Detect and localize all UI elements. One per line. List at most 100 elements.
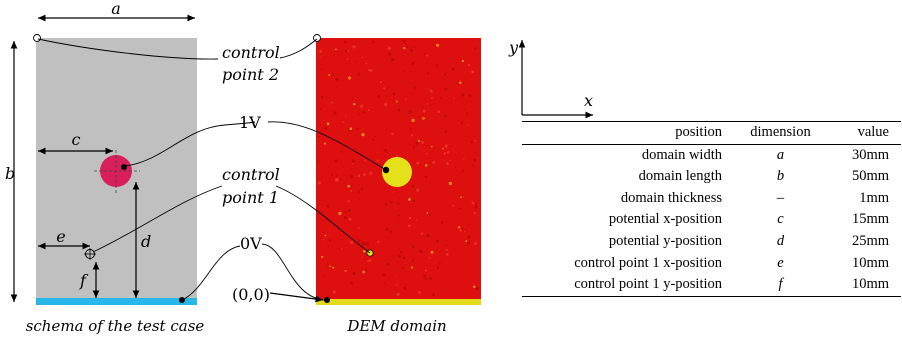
dem-particle	[471, 200, 473, 202]
schema-bottom-electrode	[36, 298, 197, 305]
dem-domain	[313, 34, 481, 305]
dem-particle	[385, 149, 387, 151]
dem-particle	[324, 234, 327, 237]
dem-particle	[338, 211, 342, 215]
dem-particle	[471, 164, 475, 167]
control-point-2-text-2: point 2	[222, 65, 279, 84]
dem-particle	[347, 200, 350, 203]
origin-label: (0,0)	[232, 285, 270, 304]
dem-particle	[331, 101, 334, 104]
control-point-1-text-1: control	[222, 165, 280, 184]
dem-particle	[385, 227, 389, 231]
dem-particle	[369, 171, 373, 175]
dem-particle	[328, 239, 331, 242]
dem-particle	[402, 46, 406, 50]
dem-particle	[395, 274, 397, 277]
table-row: domain thickness – 1mm	[522, 188, 901, 210]
dem-particle	[317, 181, 321, 185]
dem-particle	[422, 117, 425, 120]
dem-particle	[412, 260, 415, 262]
table-cell-value: 10mm	[851, 276, 889, 293]
dem-particle	[440, 115, 442, 117]
table-row: potential y-position d 25mm	[522, 231, 901, 253]
dem-particle	[320, 68, 323, 71]
control-point-2-marker-schema	[33, 34, 41, 42]
dem-particle	[357, 174, 361, 178]
dem-particle	[473, 242, 477, 246]
dem-particle	[326, 204, 330, 208]
dem-particle	[344, 216, 348, 220]
dem-particle	[397, 202, 400, 205]
dem-particle	[417, 290, 421, 294]
dem-particle	[379, 81, 382, 84]
dem-particle	[317, 135, 320, 138]
dem-particle	[377, 95, 381, 99]
dem-particle	[347, 49, 349, 52]
table-row: control point 1 x-position e 10mm	[522, 253, 901, 275]
dem-particle	[382, 273, 386, 277]
dem-particle	[323, 239, 325, 241]
control-point-2-line-schema	[37, 38, 219, 60]
dem-particle	[387, 46, 391, 50]
dem-particle	[416, 161, 420, 165]
dem-particle	[444, 130, 448, 133]
table-cell-value: 15mm	[851, 211, 889, 228]
dem-particle	[342, 120, 345, 123]
dem-particle	[318, 49, 323, 53]
dem-particle	[340, 150, 343, 153]
dem-particle	[468, 94, 472, 98]
dem-particle	[347, 209, 351, 213]
dem-particle	[391, 132, 394, 136]
dem-particle	[397, 222, 400, 225]
dem-particle	[396, 292, 400, 297]
table-row: control point 1 y-position f 10mm	[522, 274, 901, 297]
table-header-dimension: dimension	[750, 124, 811, 140]
potential-center-dot	[121, 164, 127, 170]
dem-particle	[407, 224, 411, 228]
dem-particle	[389, 230, 392, 234]
dem-particle	[432, 160, 436, 164]
dem-particle	[349, 127, 353, 131]
dem-particle	[443, 152, 447, 155]
dem-particle	[424, 52, 427, 55]
dimension-c-label: c	[72, 130, 81, 149]
dem-particle	[467, 63, 471, 67]
dem-particle	[413, 86, 416, 89]
control-point-2-line-dem	[279, 38, 318, 59]
dem-particle	[441, 47, 443, 49]
dem-particle	[335, 77, 339, 82]
dem-particle	[363, 249, 366, 253]
dem-particle	[405, 98, 407, 100]
dem-particle	[461, 227, 464, 230]
table-header-position: position	[675, 124, 722, 140]
table-cell-value: 1mm	[859, 189, 889, 206]
dem-particle	[356, 127, 359, 130]
table-cell-value: 25mm	[851, 232, 889, 249]
dem-particle	[474, 202, 478, 205]
table-cell-dimension: f	[778, 276, 783, 293]
dem-particle	[459, 81, 462, 84]
dem-particle	[426, 212, 429, 214]
dem-particle	[420, 232, 424, 235]
dem-particle	[460, 121, 463, 125]
dem-particle	[395, 100, 398, 103]
table-header-value: value	[857, 124, 889, 140]
dem-particle	[412, 245, 415, 249]
x-axis-label: x	[584, 91, 593, 110]
dem-particle	[459, 207, 462, 210]
dem-particle	[346, 58, 349, 61]
dem-particle	[426, 103, 429, 105]
dem-particle	[383, 87, 386, 90]
dem-particle	[321, 96, 324, 99]
dem-particle	[364, 159, 366, 161]
dem-particle	[431, 97, 433, 100]
table-cell-position: potential y-position	[608, 232, 722, 249]
table-row: potential x-position c 15mm	[522, 209, 901, 231]
dem-particle	[402, 39, 406, 43]
dem-particle	[440, 221, 444, 224]
dem-particle	[361, 132, 365, 137]
dem-particle	[357, 190, 361, 194]
dem-particle	[350, 174, 354, 178]
dem-particle	[360, 187, 364, 191]
